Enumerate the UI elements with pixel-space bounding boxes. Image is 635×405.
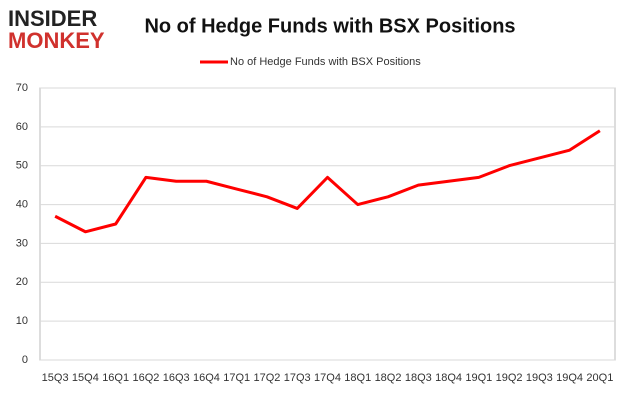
- x-tick-label: 15Q3: [42, 372, 69, 384]
- x-tick-label: 18Q1: [344, 372, 371, 384]
- x-tick-label: 16Q3: [163, 372, 190, 384]
- x-tick-label: 19Q4: [556, 372, 583, 384]
- y-tick-label: 0: [22, 354, 28, 366]
- data-line: [54, 129, 601, 234]
- x-tick-label: 18Q3: [405, 372, 432, 384]
- x-tick-label: 16Q4: [193, 372, 220, 384]
- legend-label: No of Hedge Funds with BSX Positions: [230, 56, 421, 68]
- y-tick-label: 40: [16, 198, 28, 210]
- x-tick-label: 17Q2: [254, 372, 281, 384]
- y-tick-label: 60: [16, 121, 28, 133]
- x-tick-label: 18Q2: [375, 372, 402, 384]
- x-tick-label: 17Q4: [314, 372, 341, 384]
- y-tick-label: 70: [16, 82, 28, 94]
- y-tick-label: 10: [16, 315, 28, 327]
- x-tick-label: 15Q4: [72, 372, 99, 384]
- x-tick-label: 17Q3: [284, 372, 311, 384]
- y-tick-label: 50: [16, 160, 28, 172]
- x-tick-label: 18Q4: [435, 372, 462, 384]
- x-tick-label: 19Q2: [496, 372, 523, 384]
- chart-title: No of Hedge Funds with BSX Positions: [144, 15, 515, 37]
- logo-bottom: MONKEY: [8, 28, 105, 53]
- x-tick-label: 20Q1: [586, 372, 613, 384]
- x-tick-label: 17Q1: [223, 372, 250, 384]
- x-tick-label: 19Q1: [465, 372, 492, 384]
- x-tick-label: 16Q1: [102, 372, 129, 384]
- y-tick-label: 20: [16, 276, 28, 288]
- logo-top: INSIDER: [8, 6, 97, 31]
- x-tick-label: 19Q3: [526, 372, 553, 384]
- x-tick-label: 16Q2: [132, 372, 159, 384]
- y-tick-label: 30: [16, 237, 28, 249]
